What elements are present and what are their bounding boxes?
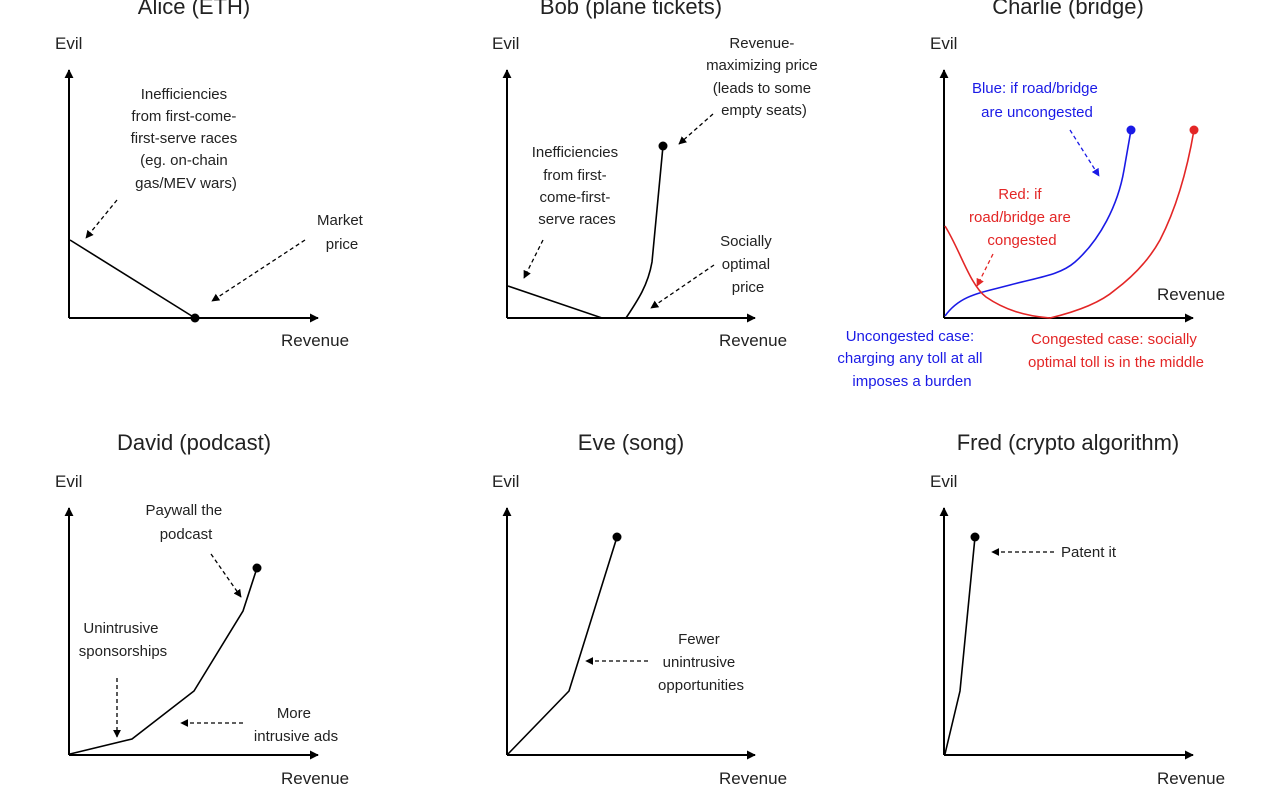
evil-revenue-curve <box>944 536 976 755</box>
patent-point <box>970 532 980 542</box>
uncongested-curve <box>944 129 1132 317</box>
y-axis-label: Evil <box>492 34 519 53</box>
y-axis-label: Evil <box>55 34 82 53</box>
social-optimum-note: Socially optimal price <box>720 233 776 296</box>
uncongested-endpoint <box>1126 125 1136 135</box>
social-optimum-arrow <box>650 264 715 309</box>
y-axis-label: Evil <box>55 472 82 491</box>
panel-bob: Bob (plane tickets) Evil Revenue Revenue… <box>492 0 822 350</box>
revenue-max-note: Revenue- maximizing price (leads to some… <box>706 35 822 119</box>
y-axis-label: Evil <box>930 472 957 491</box>
x-axis-label: Revenue <box>719 769 787 788</box>
paywall-arrow <box>210 553 242 598</box>
y-axis-label: Evil <box>492 472 519 491</box>
blue-legend-arrow <box>1069 129 1100 177</box>
x-axis-label: Revenue <box>1157 285 1225 304</box>
panel-title: Fred (crypto algorithm) <box>957 430 1180 455</box>
panel-title: David (podcast) <box>117 430 271 455</box>
market-price-note: Market price <box>317 212 367 253</box>
intrusive-ads-note: More intrusive ads <box>254 705 338 745</box>
patent-note: Patent it <box>1061 544 1117 561</box>
x-axis-label: Revenue <box>719 331 787 350</box>
red-legend-note: Red: if road/bridge are congested <box>969 186 1075 249</box>
panel-fred: Fred (crypto algorithm) Evil Revenue Pat… <box>930 430 1225 788</box>
red-legend-arrow <box>976 253 994 287</box>
inefficiency-note: Inefficiencies from first- come-first- s… <box>532 144 623 228</box>
x-axis-label: Revenue <box>1157 769 1225 788</box>
congested-endpoint <box>1189 125 1199 135</box>
panel-title: Bob (plane tickets) <box>540 0 722 19</box>
paywall-point <box>252 563 262 573</box>
evil-revenue-curve <box>507 145 664 319</box>
y-axis-label: Evil <box>930 34 957 53</box>
market-price-point <box>190 313 200 323</box>
end-point <box>612 532 622 542</box>
evil-revenue-curve <box>507 536 618 755</box>
inefficiency-arrow <box>523 239 544 279</box>
revenue-max-point <box>658 141 668 151</box>
x-axis-label: Revenue <box>281 769 349 788</box>
panel-title: Alice (ETH) <box>138 0 250 19</box>
blue-legend-note: Blue: if road/bridge are uncongested <box>972 80 1102 121</box>
panel-david: David (podcast) Evil Revenue Paywall the… <box>55 430 349 788</box>
congested-curve <box>944 129 1195 319</box>
inefficiency-arrow <box>85 199 118 239</box>
x-axis-label: Revenue <box>281 331 349 350</box>
panel-title: Charlie (bridge) <box>992 0 1144 19</box>
evil-revenue-curve <box>69 567 258 755</box>
revenue-max-arrow <box>678 113 714 145</box>
panel-title: Eve (song) <box>578 430 684 455</box>
congested-case-note: Congested case: socially optimal toll is… <box>1028 331 1204 371</box>
fewer-opportunities-note: Fewer unintrusive opportunities <box>658 631 744 694</box>
inefficiency-note: Inefficiencies from first-come- first-se… <box>131 86 242 192</box>
market-price-arrow <box>211 239 306 302</box>
evil-revenue-curve <box>69 239 196 319</box>
panel-eve: Eve (song) Evil Revenue Fewer unintrusiv… <box>492 430 787 788</box>
panel-charlie: Charlie (bridge) Evil Revenue Blue: if r… <box>837 0 1225 390</box>
panel-alice: Alice (ETH) Evil Revenue Inefficiencies … <box>55 0 367 350</box>
uncongested-case-note: Uncongested case: charging any toll at a… <box>837 328 986 390</box>
paywall-note: Paywall the podcast <box>146 502 227 543</box>
sponsorship-note: Unintrusive sponsorships <box>79 620 167 660</box>
